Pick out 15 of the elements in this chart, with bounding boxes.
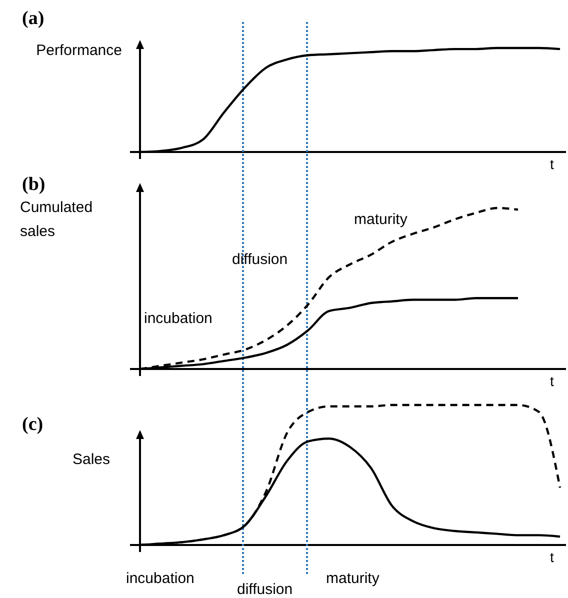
x-axis-title: t bbox=[550, 549, 554, 565]
text: maturity bbox=[326, 570, 380, 587]
y-axis-title: Cumulated sales bbox=[20, 199, 93, 240]
annotation: maturity bbox=[354, 211, 408, 228]
x-axis-title: t bbox=[550, 373, 554, 389]
text: (c) bbox=[22, 414, 44, 435]
chart-title: (b) bbox=[22, 174, 46, 195]
x-axis-title: t bbox=[550, 156, 554, 172]
text: incubation bbox=[126, 570, 194, 587]
annotation: diffusion bbox=[232, 251, 288, 268]
chart-title: (a) bbox=[22, 8, 44, 29]
text: diffusion bbox=[237, 581, 293, 598]
annotation: incubation bbox=[144, 310, 212, 327]
y-axis-title: Sales bbox=[72, 451, 110, 468]
y-axis-title: Performance bbox=[36, 42, 122, 59]
